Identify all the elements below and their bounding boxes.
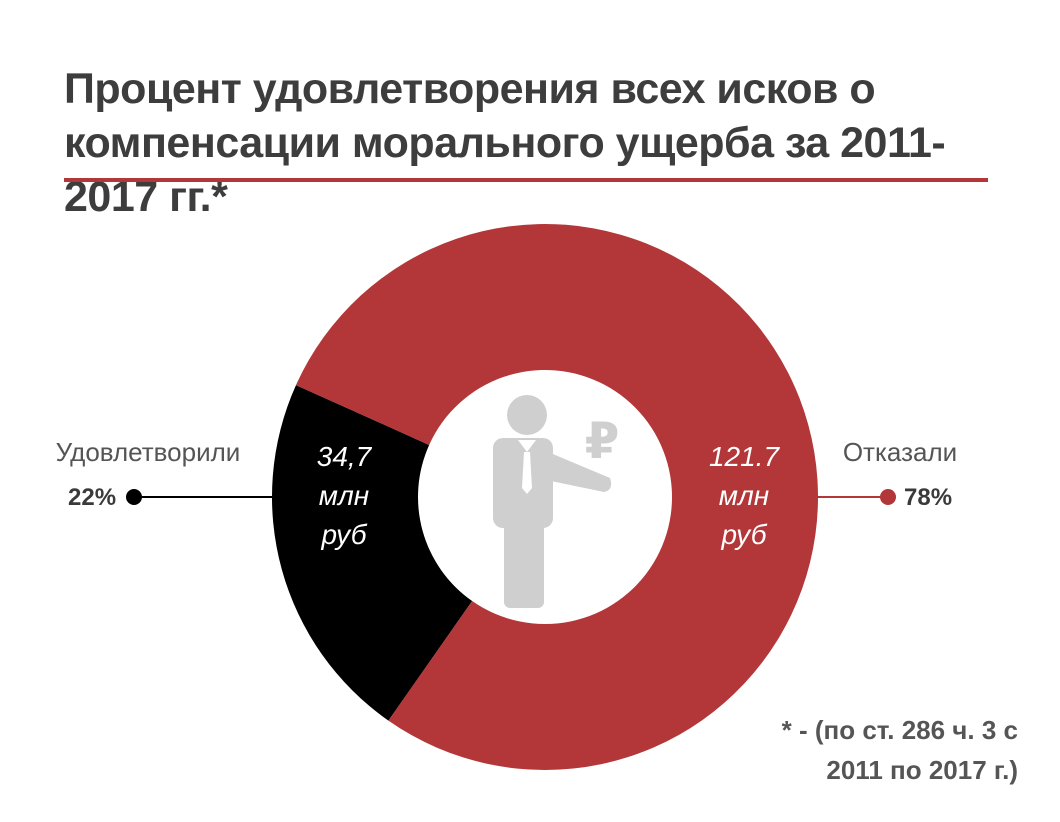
title-underline [64,178,988,182]
legend-marker-refused [880,489,896,505]
slice-amount-satisfied-unit: млн [319,480,369,511]
legend-marker-satisfied [126,489,142,505]
slice-amount-refused-value: 121.7 [709,441,780,472]
chart-title: Процент удовлетворения всех исков о комп… [64,62,1024,224]
chart-title-line-2: компенсации морального ущерба за 2011-20… [64,119,946,221]
slice-amount-refused-unit: млн [719,480,769,511]
businessman-with-ruble-icon: ₽ [493,395,619,608]
slice-amount-satisfied: 34,7 млн руб [317,441,373,550]
slice-amount-satisfied-value: 34,7 [317,441,373,472]
donut-slice-refused [295,223,819,770]
slice-amount-refused-currency: руб [720,519,767,550]
legend-percent-satisfied: 22% [68,484,116,511]
chart-title-line-1: Процент удовлетворения всех исков о [64,65,876,113]
footnote-line-1: * - (по ст. 286 ч. 3 с [781,715,1018,745]
donut-slice-satisfied [272,385,473,721]
legend-percent-refused: 78% [904,484,952,511]
slice-amount-refused: 121.7 млн руб [709,441,780,550]
legend-label-refused: Отказали [843,437,957,467]
donut-slices [272,223,819,770]
ruble-icon: ₽ [585,412,620,470]
footnote: * - (по ст. 286 ч. 3 с 2011 по 2017 г.) [718,710,1018,790]
slice-amount-satisfied-currency: руб [320,519,367,550]
legend-label-satisfied: Удовлетворили [56,437,241,467]
footnote-line-2: 2011 по 2017 г.) [826,755,1018,785]
